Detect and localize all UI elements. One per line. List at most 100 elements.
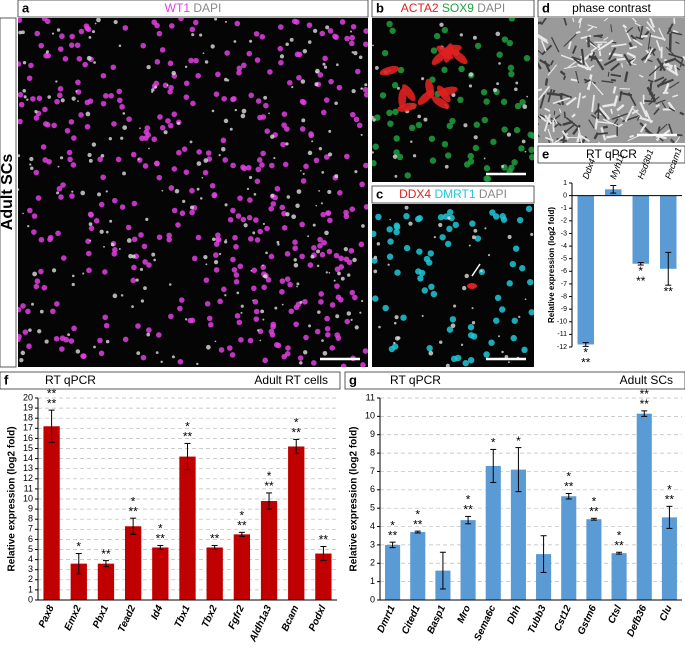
dapi-speck <box>27 224 30 228</box>
cell-outline <box>588 119 596 131</box>
dapi-speck <box>196 187 200 191</box>
dapi-speck <box>335 314 340 319</box>
nucleus <box>97 337 103 344</box>
cell-outline <box>655 39 662 52</box>
dapi-speck <box>315 204 318 207</box>
cell-outline <box>541 44 553 56</box>
cell-outline <box>682 55 685 61</box>
dapi-speck <box>131 305 134 309</box>
dapi-speck <box>168 283 172 286</box>
dapi-speck <box>273 156 276 160</box>
dapi-speck <box>480 269 483 273</box>
dapi-speck <box>291 85 294 89</box>
cell-outline <box>603 57 617 67</box>
nucleus <box>85 26 92 33</box>
nucleus <box>319 30 326 37</box>
nucleus <box>87 211 94 218</box>
nucleus <box>241 62 247 69</box>
cell-outline <box>624 71 629 83</box>
dapi-speck <box>214 340 217 343</box>
significance-label: * <box>185 420 190 434</box>
cell-outline <box>654 65 657 80</box>
cell-outline <box>559 70 566 76</box>
nucleus <box>215 71 221 78</box>
nucleus <box>233 243 239 250</box>
dapi-speck <box>93 61 96 64</box>
nucleus <box>67 156 73 163</box>
dapi-speck <box>421 314 424 317</box>
nucleus <box>508 164 515 172</box>
nucleus <box>232 234 238 241</box>
significance-label: * <box>566 470 571 484</box>
dapi-speck <box>445 363 450 367</box>
dapi-speck <box>174 188 180 194</box>
cell-outline <box>623 53 632 67</box>
dapi-speck <box>252 231 256 235</box>
dapi-speck <box>250 269 253 272</box>
nucleus <box>287 281 293 288</box>
dapi-speck <box>145 217 149 222</box>
cell-outline <box>624 29 632 42</box>
y-tick-label: -9 <box>561 306 567 313</box>
dapi-speck <box>223 118 229 124</box>
nucleus <box>449 316 457 323</box>
cell-outline <box>655 103 660 108</box>
nucleus <box>117 97 123 104</box>
cell-outline <box>538 21 542 25</box>
cell-outline <box>636 116 640 121</box>
nucleus <box>240 216 247 223</box>
significance-label: ** <box>581 356 591 370</box>
nucleus <box>33 169 40 176</box>
cell-outline <box>664 57 677 64</box>
nucleus <box>59 346 65 352</box>
dapi-speck <box>241 108 247 114</box>
dapi-speck <box>71 274 75 278</box>
cell-outline <box>616 103 625 112</box>
nucleus <box>18 61 22 67</box>
nucleus <box>146 262 152 268</box>
nucleus <box>353 116 360 123</box>
nucleus <box>168 313 174 320</box>
dapi-speck <box>31 302 35 306</box>
significance-label: ** <box>47 396 57 410</box>
nucleus <box>506 280 513 287</box>
nucleus <box>429 157 437 164</box>
cell-outline <box>647 79 654 83</box>
nucleus <box>319 251 326 258</box>
cell-outline <box>617 114 624 120</box>
nucleus <box>162 82 169 89</box>
y-tick-label: -7 <box>561 281 567 288</box>
acta2-cell <box>431 50 448 65</box>
nucleus <box>332 33 338 40</box>
bar <box>632 195 649 264</box>
significance-label: ** <box>636 274 646 288</box>
cell-outline <box>558 108 562 114</box>
dapi-speck <box>29 156 34 162</box>
nucleus <box>415 268 422 275</box>
nucleus <box>26 343 32 349</box>
cell-outline <box>544 114 553 125</box>
nucleus <box>137 157 143 163</box>
nucleus <box>213 267 220 273</box>
y-tick-label: -6 <box>561 268 567 275</box>
cell-outline <box>639 25 644 38</box>
bar <box>577 195 594 345</box>
nucleus <box>299 221 305 228</box>
dapi-speck <box>135 278 139 282</box>
nucleus <box>35 195 42 201</box>
cell-outline <box>593 132 599 140</box>
significance-label: ** <box>640 397 650 411</box>
nucleus <box>103 322 110 329</box>
dapi-speck <box>203 158 209 163</box>
dapi-speck <box>372 151 374 154</box>
significance-label: ** <box>264 479 274 493</box>
cell-outline <box>538 61 542 70</box>
nucleus <box>179 210 186 217</box>
stain-label: ACTA2 <box>401 1 442 15</box>
nucleus <box>253 217 259 223</box>
nucleus <box>311 360 317 366</box>
dapi-speck <box>225 238 227 241</box>
cell-outline <box>646 21 656 33</box>
nucleus <box>358 241 365 248</box>
nucleus <box>33 115 40 121</box>
